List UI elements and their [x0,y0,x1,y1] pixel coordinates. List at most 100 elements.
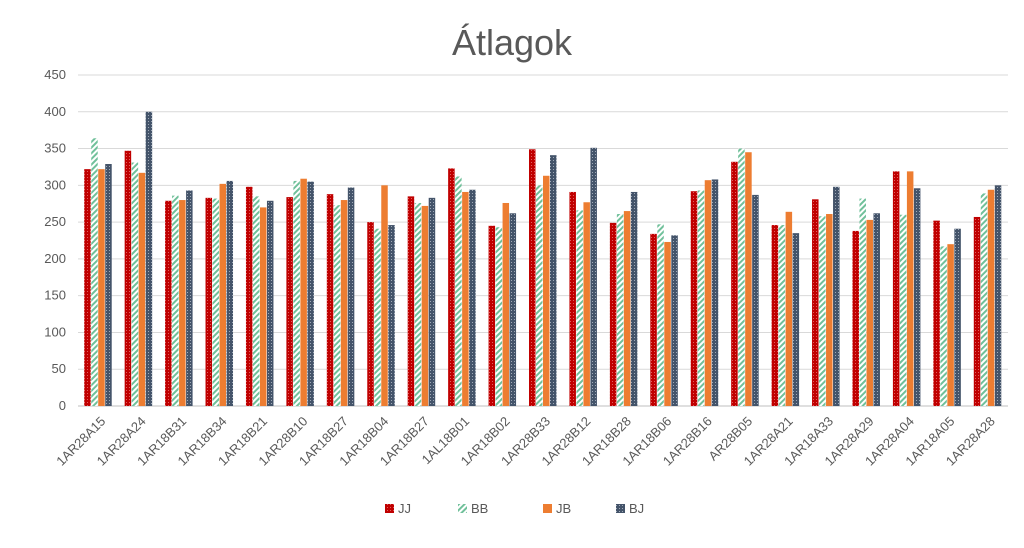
bar-jj [245,186,253,406]
bar-jj [892,171,900,406]
bar-bb [657,224,664,406]
bar-bj [954,228,961,406]
legend-swatch [458,504,467,513]
y-tick-label: 200 [44,251,66,266]
legend-label: BB [471,501,488,516]
bar-jj [367,222,374,406]
y-tick-label: 450 [44,67,66,82]
bar-bj [105,164,112,406]
y-tick-label: 50 [52,361,66,376]
bar-jj [973,216,981,406]
bar-jb [421,205,429,406]
bar-bj [752,194,759,406]
bar-jb [543,175,550,406]
bar-jb [623,211,631,406]
bar-jb [947,244,954,406]
bar-jj [569,191,576,406]
bar-bb [576,210,583,406]
y-tick-label: 150 [44,288,66,303]
bar-jj [488,225,496,406]
legend-label: JJ [398,501,411,516]
bar-jb [745,152,752,406]
bar-bb [131,162,139,406]
bar-jb [179,200,186,406]
bar-bb [374,228,381,406]
bar-jb [664,241,671,406]
bar-bb [940,246,947,406]
bar-bj [994,185,1002,406]
bar-bb [819,216,826,406]
y-axis-ticks: 0 50 100 150 200 250 300 350 400 450 [44,67,66,413]
bar-bj [307,181,314,406]
legend-swatch [543,504,552,513]
bar-jj [690,191,698,406]
y-tick-label: 250 [44,214,66,229]
bar-jj [933,220,940,406]
bar-jb [866,219,873,406]
bar-jb [987,189,995,406]
y-tick-label: 350 [44,141,66,156]
bar-bb [738,148,745,407]
bar-jb [704,180,712,406]
bar-jb [462,191,469,406]
bar-bj [833,186,840,406]
bar-jj [448,168,455,406]
bar-jb [826,214,833,406]
bar-bj [347,187,355,406]
bar-jb [300,178,307,406]
y-tick-label: 300 [44,177,66,192]
bar-bb [91,138,98,406]
legend: JJ BB JB BJ [385,501,644,516]
bar-bj [145,111,153,407]
bar-bb [293,180,300,406]
bar-jj [165,200,172,406]
bar-bj [671,235,678,406]
bar-jb [583,202,590,406]
bar-bb [495,227,503,406]
bar-jb [138,172,146,406]
bar-jb [259,207,267,406]
bar-jb [906,171,914,406]
bar-bb [333,205,341,406]
legend-swatch [385,504,394,513]
bar-bj [792,233,800,406]
bar-jj [84,169,91,406]
bar-bb [980,193,988,406]
x-axis-ticks: 1AR28A151AR28A241AR18B311AR18B341AR18B21… [53,414,998,469]
bars [84,111,1002,407]
y-tick-label: 0 [59,398,66,413]
bar-jj [731,161,738,406]
bar-jj [609,222,617,406]
bar-bj [469,189,476,406]
bar-jb [381,185,388,406]
bar-jb [98,169,105,406]
bar-jj [205,197,213,406]
bar-bb [536,185,543,406]
bar-bb [859,198,866,406]
bar-bb [778,225,786,406]
bar-bj [388,225,395,406]
bar-bj [913,188,921,406]
bar-bj [266,200,274,406]
bar-bb [212,198,220,406]
legend-label: BJ [629,501,644,516]
bar-bb [616,214,624,406]
bar-bb [899,214,907,406]
bar-bb [697,190,705,406]
bar-bj [590,147,597,406]
bar-bj [550,155,557,406]
bar-jj [852,230,859,406]
bar-bb [172,195,179,406]
bar-jj [529,149,536,406]
bar-bj [428,197,436,406]
bar-jb [785,211,793,406]
bar-bb [455,176,462,406]
bar-bj [711,179,719,406]
bar-bj [509,213,517,406]
bar-bj [630,191,638,406]
bar-bb [414,202,422,406]
bar-bj [186,190,193,406]
bar-jj [407,196,415,406]
bar-bj [226,180,234,406]
